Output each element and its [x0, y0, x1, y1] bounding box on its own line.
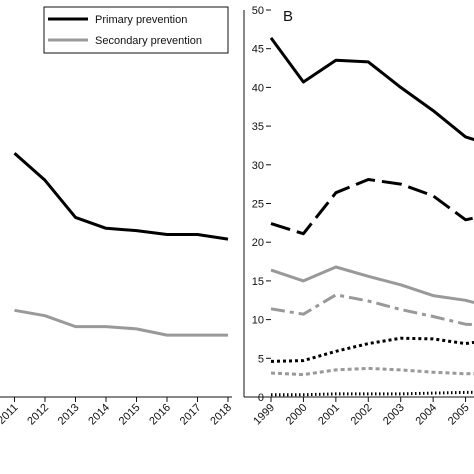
panel-b-y-tick-label: 10 — [252, 315, 264, 327]
panel-b-y-tick-label: 25 — [252, 199, 264, 211]
panel-b-series-line-4 — [270, 293, 474, 327]
legend-label-primary: Primary prevention — [95, 14, 187, 26]
legend: Primary prevention Secondary prevention — [43, 6, 229, 54]
legend-box — [43, 6, 229, 54]
panel-b-y-tick-label: 20 — [252, 237, 264, 249]
panel-a-series-line-2 — [14, 308, 228, 337]
panel-b-series-line-5 — [270, 336, 474, 363]
panel-b-y-tick-label: 5 — [258, 353, 264, 365]
panel-b-y-ticks: 0 5 10 15 20 25 30 35 40 45 50 — [252, 5, 271, 404]
panel-b-y-tick-label: 45 — [252, 44, 264, 56]
legend-label-secondary: Secondary prevention — [95, 35, 202, 47]
panel-b-series-line-7 — [271, 390, 474, 397]
panel-b-series-line-2 — [270, 178, 474, 236]
panel-b-y-tick-label: 15 — [252, 276, 264, 288]
panel-b-y-tick-label: 0 — [258, 392, 264, 404]
panel-b-series-line-1 — [269, 37, 474, 142]
panel-b-series — [269, 37, 474, 397]
panel-b-y-tick-label: 50 — [252, 5, 264, 17]
panel-a-series — [13, 152, 229, 337]
panel-b-series-line-3 — [270, 265, 474, 305]
panel-a-series-line-1 — [13, 152, 229, 241]
panel-b-y-tick-label: 40 — [252, 82, 264, 94]
panel-b-y-tick-label: 35 — [252, 121, 264, 133]
panel-b-series-line-6 — [270, 366, 474, 377]
panel-b-y-tick-label: 30 — [252, 160, 264, 172]
panel-b-label: B — [283, 8, 293, 25]
